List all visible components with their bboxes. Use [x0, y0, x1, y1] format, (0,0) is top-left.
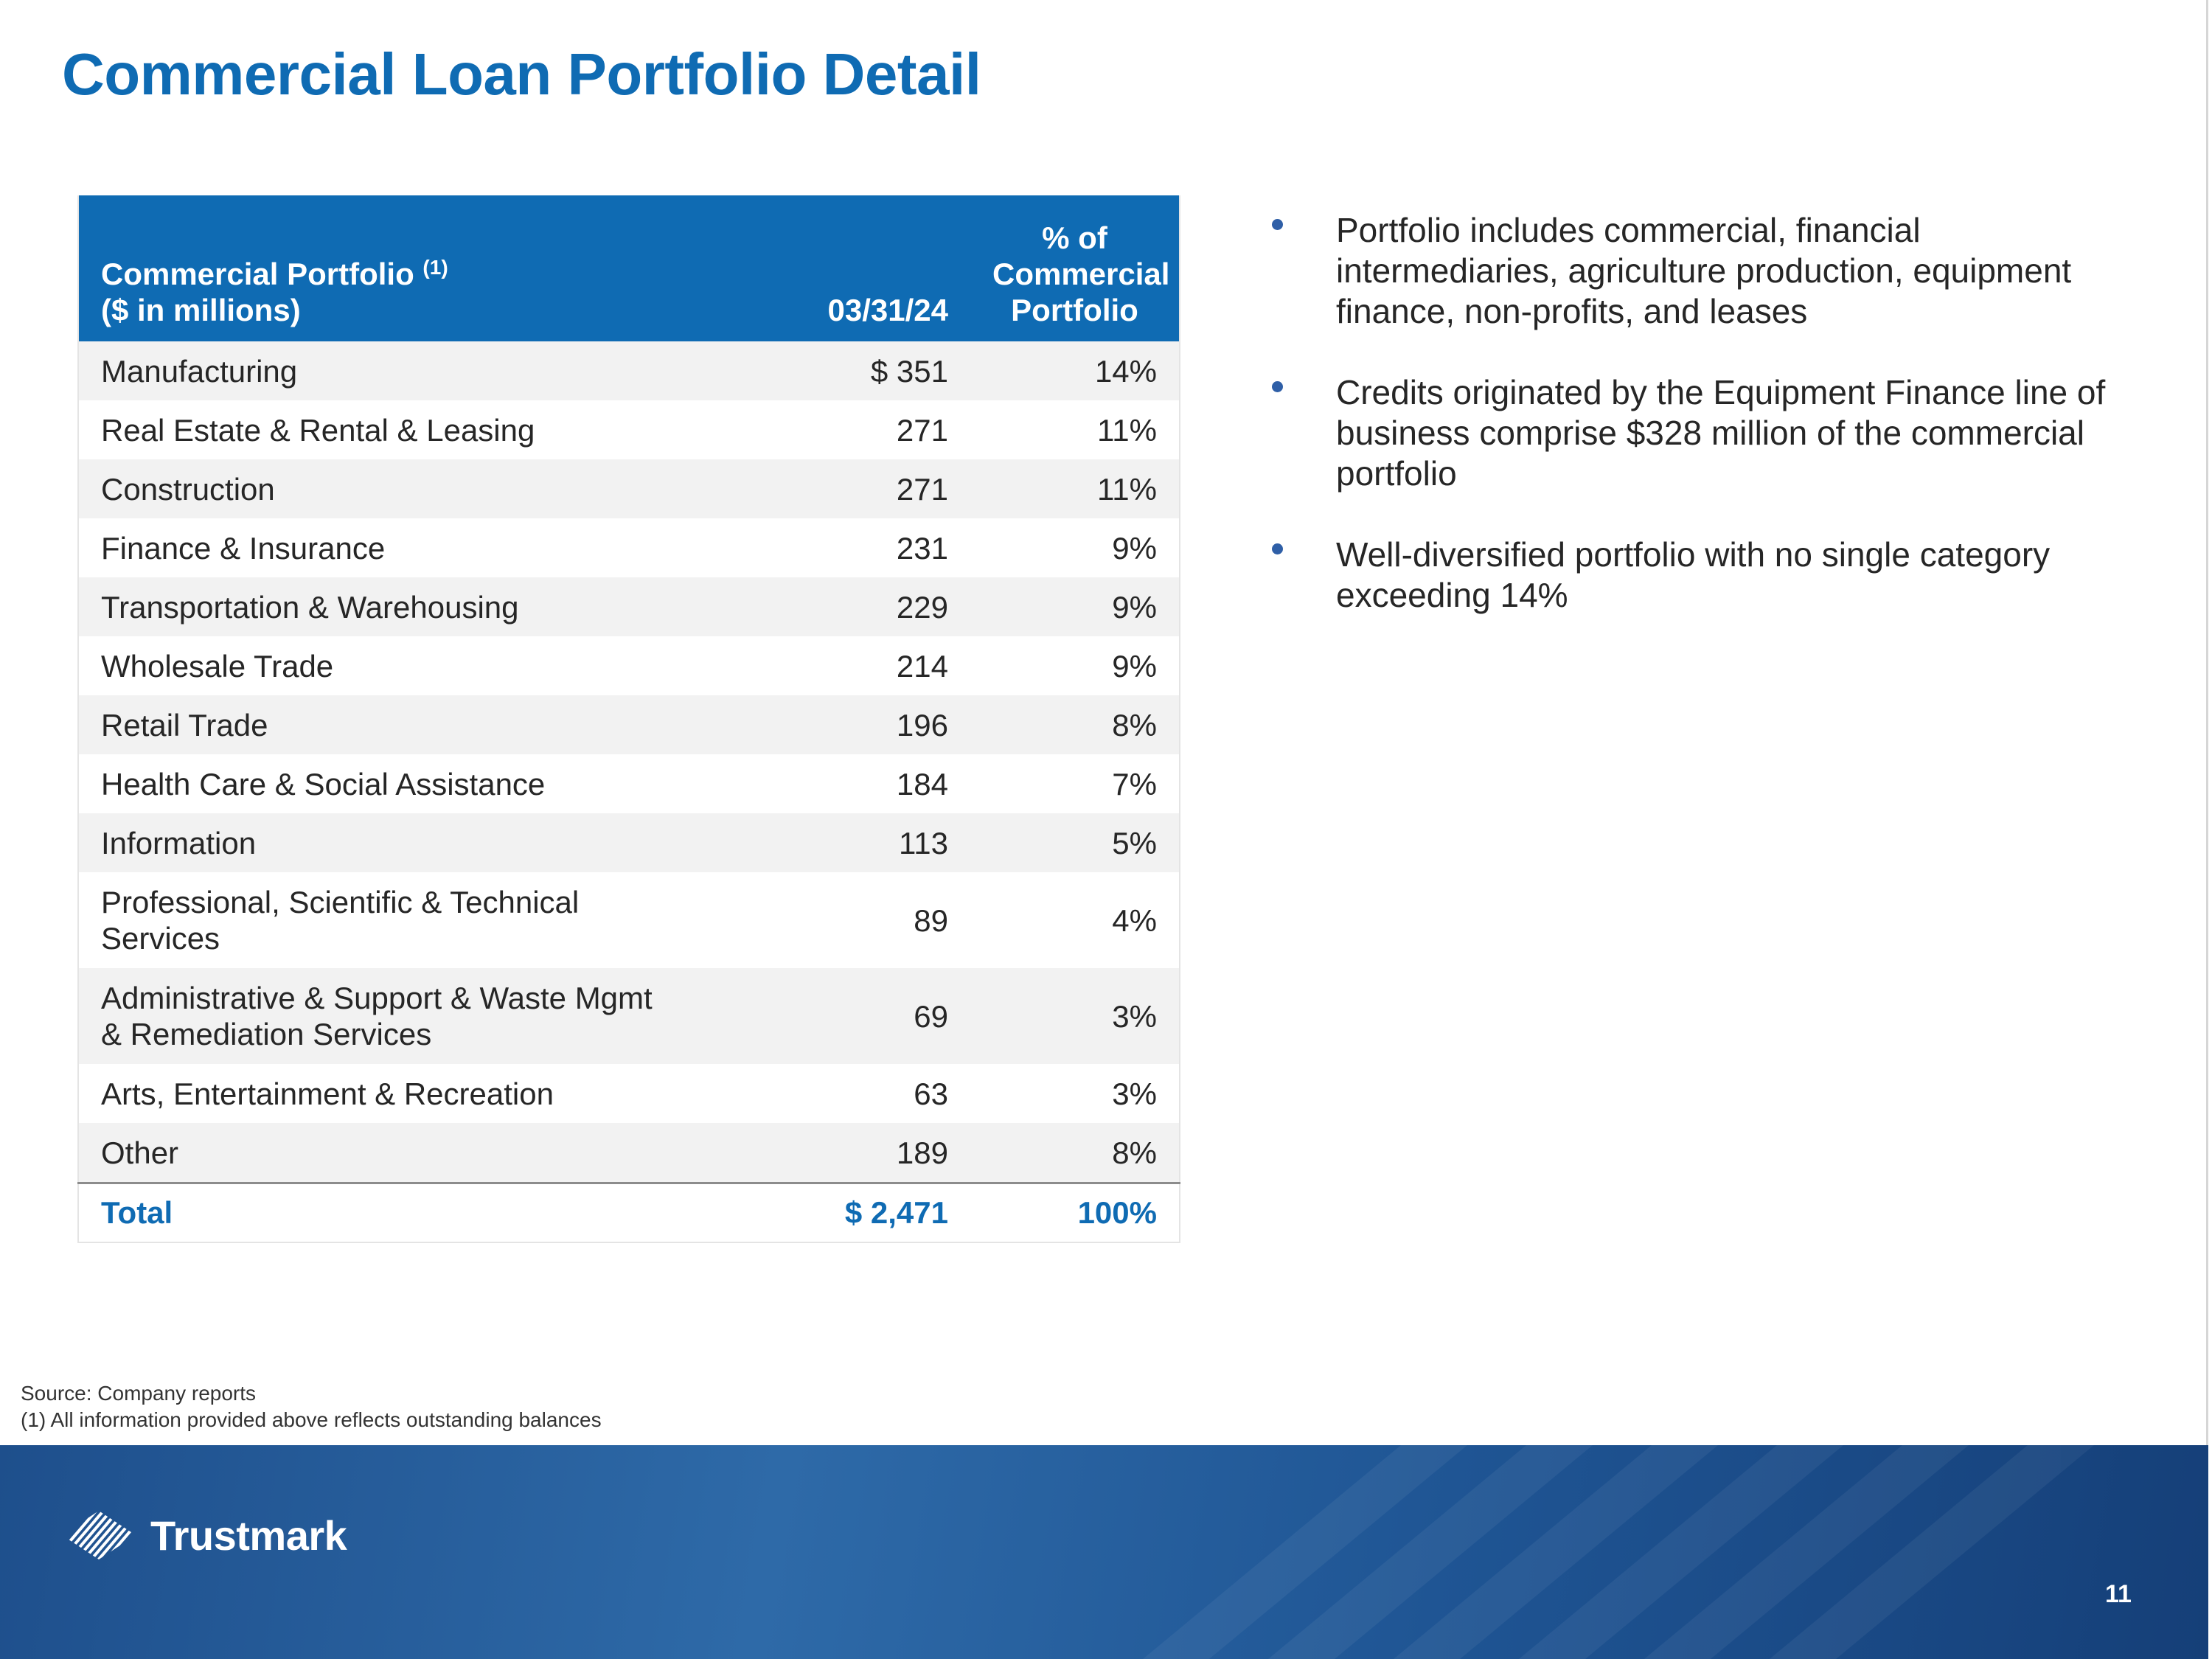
- source-note: Source: Company reports: [21, 1382, 257, 1405]
- row-percent: 14%: [970, 341, 1180, 400]
- row-percent: 8%: [970, 695, 1180, 754]
- row-amount: $ 351: [742, 341, 970, 400]
- table-row: Administrative & Support & Waste Mgmt & …: [78, 968, 1180, 1064]
- row-category: Information: [78, 813, 742, 872]
- header-pct-line2: Commercial: [992, 257, 1170, 291]
- row-amount: 196: [742, 695, 970, 754]
- header-label-line2: ($ in millions): [101, 293, 301, 327]
- row-percent: 7%: [970, 754, 1180, 813]
- row-percent: 8%: [970, 1123, 1180, 1183]
- footer-band: [0, 1445, 2208, 1659]
- bullet-text: Well-diversified portfolio with no singl…: [1336, 535, 2051, 614]
- header-pct-line3: Portfolio: [1011, 293, 1138, 327]
- header-date: 03/31/24: [742, 195, 970, 341]
- row-category: Arts, Entertainment & Recreation: [78, 1064, 742, 1123]
- bullet-dot-icon: [1272, 219, 1283, 230]
- row-amount: 231: [742, 518, 970, 577]
- row-category-line1: Administrative & Support & Waste Mgmt: [101, 981, 653, 1015]
- total-percent: 100%: [970, 1182, 1180, 1242]
- table-row: Health Care & Social Assistance 184 7%: [78, 754, 1180, 813]
- row-category: Retail Trade: [78, 695, 742, 754]
- row-category: Real Estate & Rental & Leasing: [78, 400, 742, 459]
- footnotes: Source: Company reports (1) All informat…: [21, 1380, 602, 1433]
- bullet-dot-icon: [1272, 543, 1283, 554]
- page-edge: [2206, 0, 2208, 1445]
- list-item: Well-diversified portfolio with no singl…: [1265, 535, 2127, 616]
- footnote-1: (1) All information provided above refle…: [21, 1408, 602, 1431]
- table-row: Other 189 8%: [78, 1123, 1180, 1183]
- bullet-text: Portfolio includes commercial, financial…: [1336, 211, 2072, 330]
- row-amount: 189: [742, 1123, 970, 1183]
- bullet-text: Credits originated by the Equipment Fina…: [1336, 373, 2106, 493]
- row-category: Other: [78, 1123, 742, 1183]
- row-category-line1: Professional, Scientific & Technical: [101, 885, 580, 919]
- row-amount: 271: [742, 459, 970, 518]
- row-amount: 184: [742, 754, 970, 813]
- row-category: Manufacturing: [78, 341, 742, 400]
- row-percent: 11%: [970, 400, 1180, 459]
- header-portfolio-label: Commercial Portfolio (1) ($ in millions): [78, 195, 742, 341]
- table-row: Wholesale Trade 214 9%: [78, 636, 1180, 695]
- logo-wordmark: Trustmark: [150, 1512, 347, 1559]
- row-amount: 89: [742, 872, 970, 968]
- table-row: Retail Trade 196 8%: [78, 695, 1180, 754]
- header-footnote-marker: (1): [422, 256, 448, 279]
- bullet-dot-icon: [1272, 381, 1283, 392]
- header-label-line1: Commercial Portfolio: [101, 257, 414, 291]
- total-amount: $ 2,471: [742, 1182, 970, 1242]
- row-percent: 5%: [970, 813, 1180, 872]
- page-number: 11: [2105, 1580, 2132, 1608]
- table-row: Construction 271 11%: [78, 459, 1180, 518]
- row-category: Construction: [78, 459, 742, 518]
- table-row: Finance & Insurance 231 9%: [78, 518, 1180, 577]
- row-category: Finance & Insurance: [78, 518, 742, 577]
- table-row: Manufacturing $ 351 14%: [78, 341, 1180, 400]
- trustmark-logo: Trustmark: [60, 1509, 347, 1561]
- page-title: Commercial Loan Portfolio Detail: [62, 41, 981, 107]
- trustmark-striped-emblem-icon: [62, 1511, 136, 1559]
- row-category: Wholesale Trade: [78, 636, 742, 695]
- total-row: Total $ 2,471 100%: [78, 1182, 1180, 1242]
- table-row: Arts, Entertainment & Recreation 63 3%: [78, 1064, 1180, 1123]
- table-total: Total $ 2,471 100%: [78, 1182, 1180, 1242]
- row-category: Administrative & Support & Waste Mgmt & …: [78, 968, 742, 1064]
- table-header: Commercial Portfolio (1) ($ in millions)…: [78, 195, 1180, 341]
- row-category: Professional, Scientific & Technical Ser…: [78, 872, 742, 968]
- row-category: Transportation & Warehousing: [78, 577, 742, 636]
- row-percent: 9%: [970, 636, 1180, 695]
- row-percent: 4%: [970, 872, 1180, 968]
- row-category-line2: & Remediation Services: [101, 1017, 432, 1051]
- commercial-portfolio-table: Commercial Portfolio (1) ($ in millions)…: [77, 195, 1180, 1243]
- row-category: Health Care & Social Assistance: [78, 754, 742, 813]
- row-percent: 3%: [970, 1064, 1180, 1123]
- row-category-line2: Services: [101, 921, 220, 956]
- table-body: Manufacturing $ 351 14% Real Estate & Re…: [78, 341, 1180, 1183]
- table-row: Professional, Scientific & Technical Ser…: [78, 872, 1180, 968]
- table-row: Real Estate & Rental & Leasing 271 11%: [78, 400, 1180, 459]
- row-percent: 9%: [970, 518, 1180, 577]
- footer-stripe-pattern: [1143, 1445, 2094, 1659]
- row-percent: 9%: [970, 577, 1180, 636]
- row-amount: 214: [742, 636, 970, 695]
- key-points-list: Portfolio includes commercial, financial…: [1265, 210, 2127, 656]
- table-row: Transportation & Warehousing 229 9%: [78, 577, 1180, 636]
- row-percent: 11%: [970, 459, 1180, 518]
- row-amount: 271: [742, 400, 970, 459]
- header-pct-line1: % of: [1042, 220, 1107, 255]
- row-percent: 3%: [970, 968, 1180, 1064]
- total-label: Total: [78, 1182, 742, 1242]
- header-percent: % of Commercial Portfolio: [970, 195, 1180, 341]
- row-amount: 69: [742, 968, 970, 1064]
- row-amount: 113: [742, 813, 970, 872]
- list-item: Credits originated by the Equipment Fina…: [1265, 372, 2127, 494]
- row-amount: 63: [742, 1064, 970, 1123]
- row-amount: 229: [742, 577, 970, 636]
- list-item: Portfolio includes commercial, financial…: [1265, 210, 2127, 332]
- table-row: Information 113 5%: [78, 813, 1180, 872]
